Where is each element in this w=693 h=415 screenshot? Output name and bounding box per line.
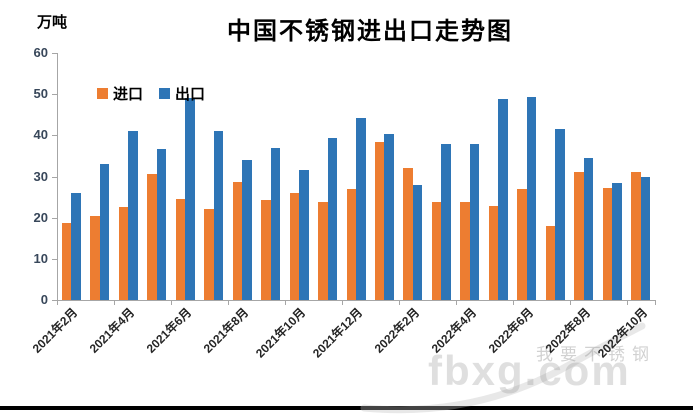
x-tick-mark bbox=[170, 301, 172, 305]
bar-export bbox=[299, 169, 309, 300]
y-tick-label: 40 bbox=[33, 127, 48, 143]
bar-import bbox=[204, 209, 214, 300]
bar-import bbox=[460, 202, 470, 300]
bar-export bbox=[441, 143, 451, 300]
y-tick-label: 30 bbox=[33, 168, 48, 184]
x-tick-mark bbox=[455, 301, 457, 305]
y-axis-unit-label: 万吨 bbox=[37, 14, 68, 31]
x-tick-mark bbox=[655, 301, 656, 305]
bar-export bbox=[469, 143, 480, 300]
x-tick-mark bbox=[512, 301, 514, 305]
legend-item-export: 出口 bbox=[159, 83, 205, 104]
y-tick-label: 20 bbox=[33, 209, 48, 225]
y-axis-line bbox=[57, 53, 58, 301]
bar-import bbox=[289, 192, 300, 300]
bar-import bbox=[346, 188, 356, 300]
bar-import bbox=[90, 215, 100, 300]
bar-export bbox=[526, 97, 537, 300]
bar-import bbox=[574, 172, 584, 300]
bar-import bbox=[631, 171, 641, 300]
bar-export bbox=[498, 98, 508, 300]
legend-swatch-import-icon bbox=[97, 88, 108, 99]
bar-import bbox=[602, 188, 613, 300]
bar-export bbox=[128, 131, 138, 300]
bar-export bbox=[412, 184, 423, 300]
bar-export bbox=[242, 160, 252, 300]
bar-export bbox=[156, 148, 167, 300]
x-axis-line bbox=[57, 300, 656, 301]
bar-import bbox=[261, 199, 271, 300]
bar-export bbox=[213, 131, 224, 300]
y-tick-label: 0 bbox=[40, 292, 48, 307]
x-axis-label: 2021年2月 bbox=[29, 305, 81, 356]
legend-label-import: 进口 bbox=[113, 86, 144, 103]
y-tick-mark bbox=[52, 258, 57, 260]
bar-import bbox=[545, 225, 556, 300]
y-tick-mark bbox=[52, 300, 57, 301]
x-tick-mark bbox=[341, 301, 343, 305]
bar-export bbox=[583, 157, 594, 300]
bar-import bbox=[318, 202, 328, 300]
bar-export bbox=[384, 134, 394, 300]
bar-export bbox=[270, 147, 281, 300]
y-tick-label: 60 bbox=[33, 45, 48, 60]
bar-export bbox=[327, 137, 338, 300]
x-tick-mark bbox=[113, 301, 115, 305]
x-tick-mark bbox=[569, 301, 571, 305]
legend: 进口 出口 bbox=[97, 83, 205, 104]
y-tick-label: 10 bbox=[33, 250, 48, 266]
legend-label-export: 出口 bbox=[175, 86, 206, 103]
bottom-divider bbox=[0, 406, 693, 410]
bar-import bbox=[118, 207, 129, 300]
bar-export bbox=[185, 98, 195, 300]
y-tick-mark bbox=[52, 135, 57, 137]
bar-import bbox=[175, 199, 186, 300]
y-tick-mark bbox=[52, 53, 57, 54]
bar-export bbox=[640, 177, 651, 300]
x-tick-mark bbox=[57, 301, 58, 305]
bar-import bbox=[403, 168, 413, 300]
bar-export bbox=[99, 164, 110, 300]
y-tick-mark bbox=[52, 217, 57, 219]
y-tick-label: 50 bbox=[33, 86, 48, 102]
x-tick-mark bbox=[227, 301, 229, 305]
bar-import bbox=[374, 141, 385, 300]
bar-import bbox=[517, 188, 527, 300]
x-tick-mark bbox=[626, 301, 628, 305]
bar-import bbox=[61, 223, 72, 300]
x-tick-mark bbox=[398, 301, 400, 305]
y-tick-mark bbox=[52, 94, 57, 96]
legend-swatch-export-icon bbox=[159, 88, 171, 99]
x-tick-mark bbox=[284, 301, 286, 305]
chart-title: 中国不锈钢进出口走势图 bbox=[227, 19, 513, 45]
bar-export bbox=[71, 192, 81, 300]
bar-import bbox=[431, 202, 442, 300]
bar-export bbox=[555, 129, 565, 300]
bar-export bbox=[356, 117, 366, 300]
bar-import bbox=[147, 174, 157, 300]
bar-import bbox=[488, 206, 499, 300]
legend-item-import: 进口 bbox=[97, 83, 143, 104]
bar-import bbox=[232, 181, 243, 300]
y-tick-mark bbox=[52, 176, 57, 178]
bar-export bbox=[612, 183, 622, 300]
